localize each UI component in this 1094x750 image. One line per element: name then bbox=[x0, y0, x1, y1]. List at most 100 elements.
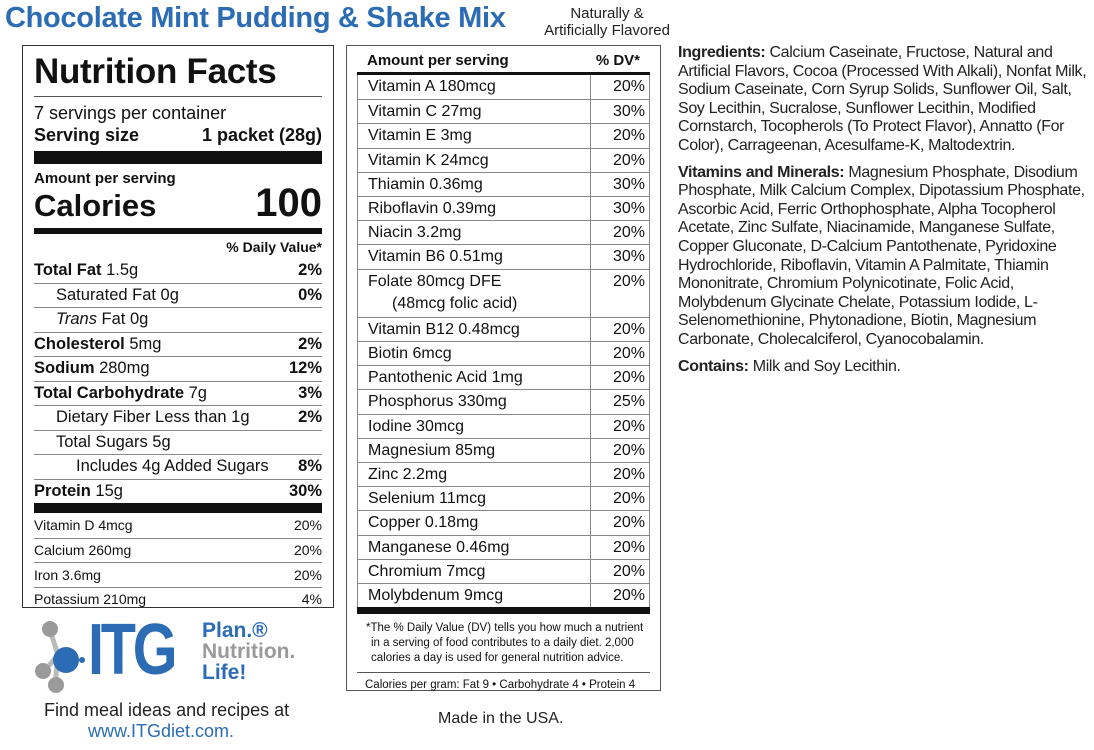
flavor-line: Artificially Flavored bbox=[544, 22, 670, 39]
dv-footnote: *The % Daily Value (DV) tells you how mu… bbox=[366, 622, 644, 665]
vitamin-dv: 20% bbox=[590, 559, 650, 583]
nutrient-row: Cholesterol 5mg 2% bbox=[34, 331, 322, 357]
vitamin-dv: 20% bbox=[590, 487, 650, 511]
nutrient-name: Sodium 280mg bbox=[34, 359, 150, 378]
vitamin-row: Thiamin 0.36mg 30% bbox=[357, 171, 650, 196]
logo-plan: Plan.® bbox=[202, 619, 268, 642]
itg-logo: ITG Plan.® Nutrition. Life! Find meal id… bbox=[30, 610, 330, 745]
vitamin-name: Phosphorus 330mg bbox=[357, 390, 590, 414]
vitamin-name: Molybdenum 9mcg bbox=[357, 583, 590, 608]
vitamins-panel: Amount per serving % DV* Vitamin A 180mc… bbox=[346, 45, 661, 691]
vitamin-row: Biotin 6mcg 20% bbox=[357, 341, 650, 366]
vitamin-row: Manganese 0.46mg 20% bbox=[357, 534, 650, 559]
vitamin-name: Thiamin 0.36mg bbox=[357, 172, 590, 196]
nutrient-label: Total Carbohydrate bbox=[34, 383, 185, 402]
vitamin-dv: 20% bbox=[590, 414, 650, 438]
mineral-name: Vitamin D 4mcg bbox=[34, 517, 133, 534]
nutrient-label: Cholesterol bbox=[34, 334, 125, 353]
vitamin-dv: 20% bbox=[590, 535, 650, 559]
nutrient-row: Dietary Fiber Less than 1g 2% bbox=[34, 405, 322, 430]
vitamins-minerals: Vitamins and Minerals: Magnesium Phospha… bbox=[678, 164, 1090, 350]
vitamin-row: Vitamin B6 0.51mg 30% bbox=[357, 244, 650, 269]
nutrient-name: Total Sugars 5g bbox=[34, 433, 171, 452]
nutrient-dv: 8% bbox=[298, 457, 322, 476]
vitamin-row: Riboflavin 0.39mg 30% bbox=[357, 195, 650, 221]
ingredients-text: Calcium Caseinate, Fructose, Natural and… bbox=[678, 44, 1087, 154]
vitamin-row: Copper 0.18mg 20% bbox=[357, 510, 650, 535]
nutrient-amount: 5mg bbox=[124, 334, 162, 353]
molecule-icon bbox=[35, 621, 85, 693]
vitamin-name: Vitamin A 180mcg bbox=[357, 75, 590, 100]
contains-text: Milk and Soy Lecithin. bbox=[748, 357, 901, 375]
nutrient-row: Includes 4g Added Sugars 8% bbox=[34, 454, 322, 479]
nutrient-row: Total Sugars 5g bbox=[34, 429, 322, 455]
vitamin-name: Zinc 2.2mg bbox=[357, 463, 590, 487]
contains: Contains: Milk and Soy Lecithin. bbox=[678, 358, 1090, 377]
vitamin-amount: Manganese 0.46mg bbox=[368, 538, 510, 556]
website-link[interactable]: www.ITGdiet.com. bbox=[88, 721, 235, 741]
vitamin-amount: Vitamin B12 0.48mcg bbox=[368, 320, 520, 338]
nutrient-row: Protein 15g 30% bbox=[34, 478, 322, 504]
vitamin-row: Chromium 7mcg 20% bbox=[357, 558, 650, 583]
vitamin-dv: 20% bbox=[590, 317, 650, 342]
nutrient-dv: 3% bbox=[298, 383, 322, 402]
ingredients: Ingredients: Calcium Caseinate, Fructose… bbox=[678, 44, 1090, 156]
vitamin-amount: Selenium 11mcg bbox=[368, 490, 486, 508]
vitamin-amount: Iodine 30mcg bbox=[368, 417, 465, 435]
vitamin-name: Vitamin K 24mcg bbox=[357, 148, 590, 172]
nutrition-facts-panel: Nutrition Facts 7 servings per container… bbox=[22, 45, 334, 608]
mineral-name: Potassium 210mg bbox=[34, 591, 147, 608]
nutrient-name: Total Fat 1.5g bbox=[34, 261, 138, 280]
vitamin-dv: 20% bbox=[590, 463, 650, 487]
nutrition-facts-heading: Nutrition Facts bbox=[34, 52, 277, 91]
vitamin-dv: 20% bbox=[590, 221, 650, 245]
mineral-row: Potassium 210mg 4% bbox=[34, 586, 322, 612]
vitamin-subnote: (48mcg folic acid) bbox=[392, 294, 518, 312]
nutrient-row: Trans Fat 0g bbox=[34, 307, 322, 332]
nutrient-name: Saturated Fat 0g bbox=[34, 286, 179, 305]
vitamin-dv: 20% bbox=[590, 148, 650, 172]
amount-per-serving: Amount per serving bbox=[34, 170, 176, 187]
vitamin-name: Pantothenic Acid 1mg bbox=[357, 366, 590, 390]
vitamin-amount: Folate 80mcg DFE bbox=[368, 272, 502, 290]
nutrient-amount: Total Sugars 5g bbox=[56, 432, 171, 451]
nutrient-dv: 12% bbox=[288, 359, 322, 378]
vitamin-name: Magnesium 85mg bbox=[357, 438, 590, 463]
mineral-name: Iron 3.6mg bbox=[34, 566, 101, 583]
nutrient-amount: Includes 4g Added Sugars bbox=[76, 457, 269, 476]
vitamin-amount: Vitamin A 180mcg bbox=[368, 78, 496, 95]
vitamin-amount: Pantothenic Acid 1mg bbox=[368, 369, 523, 387]
nutrient-italic: Trans bbox=[56, 310, 97, 329]
vitamin-row: Zinc 2.2mg 20% bbox=[357, 462, 650, 487]
nutrient-dv: 0% bbox=[298, 285, 322, 304]
dv-header: % DV* bbox=[595, 52, 640, 69]
mineral-dv: 20% bbox=[293, 566, 322, 583]
vitamin-dv: 20% bbox=[590, 124, 650, 148]
vitamin-amount: Vitamin B6 0.51mg bbox=[368, 248, 503, 266]
nutrient-dv: 30% bbox=[288, 481, 322, 500]
nutrient-row: Sodium 280mg 12% bbox=[34, 356, 322, 381]
vitamin-amount: Vitamin K 24mcg bbox=[368, 151, 489, 169]
vitamin-dv: 30% bbox=[590, 100, 650, 124]
vitamin-dv: 20% bbox=[590, 511, 650, 535]
mineral-dv: 20% bbox=[293, 517, 322, 534]
vitamin-dv: 30% bbox=[590, 172, 650, 196]
vitamin-name: Copper 0.18mg bbox=[357, 511, 590, 535]
logo-nutrition: Nutrition. bbox=[202, 640, 296, 663]
mineral-dv: 20% bbox=[293, 542, 322, 559]
mineral-row: Calcium 260mg 20% bbox=[34, 537, 322, 563]
mineral-dv: 4% bbox=[301, 591, 322, 608]
vitamin-dv: 25% bbox=[590, 390, 650, 414]
vitamin-row: Magnesium 85mg 20% bbox=[357, 437, 650, 463]
vm-label: Vitamins and Minerals: bbox=[678, 163, 845, 181]
vitamin-name: Vitamin B12 0.48mcg bbox=[357, 317, 590, 342]
vitamin-amount: Riboflavin 0.39mg bbox=[368, 199, 497, 217]
mineral-row: Iron 3.6mg 20% bbox=[34, 562, 322, 587]
vitamin-amount: Molybdenum 9mcg bbox=[368, 586, 504, 604]
nutrient-name: Protein 15g bbox=[34, 482, 123, 501]
brand-name: ITG bbox=[88, 610, 178, 690]
calories-per-gram: Calories per gram: Fat 9 • Carbohydrate … bbox=[365, 679, 636, 692]
vitamin-amount: Vitamin E 3mg bbox=[368, 127, 472, 145]
nutrient-name: Trans Fat 0g bbox=[34, 310, 148, 329]
vitamin-row: Vitamin A 180mcg 20% bbox=[357, 75, 650, 100]
